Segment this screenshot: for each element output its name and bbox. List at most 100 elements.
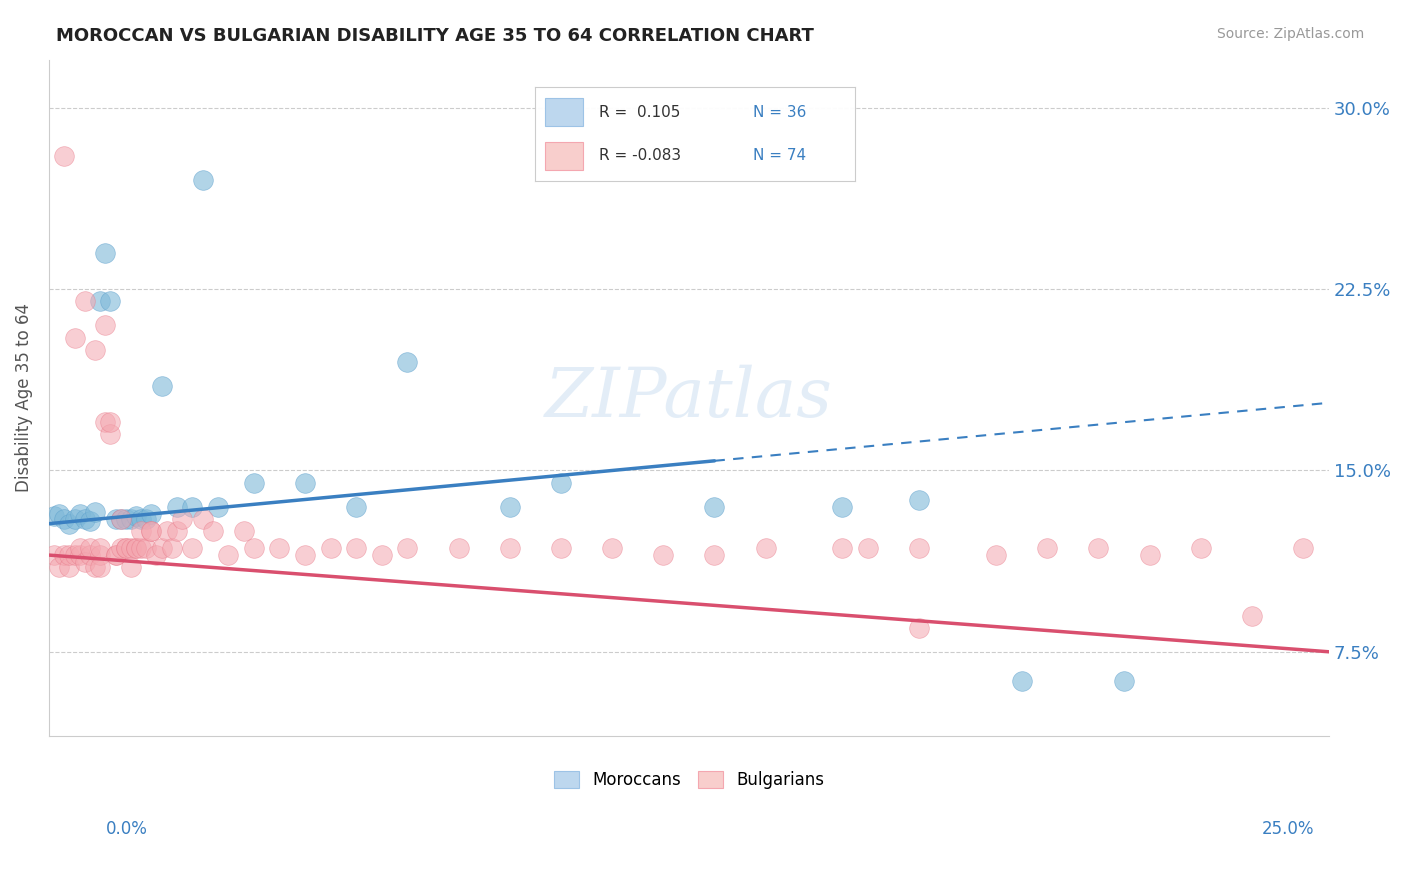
Point: [104, 548, 127, 562]
Point: [94, 415, 117, 429]
Point: [156, 524, 179, 538]
Point: [242, 475, 264, 490]
Point: [135, 541, 157, 555]
Text: Source: ZipAtlas.com: Source: ZipAtlas.com: [1216, 27, 1364, 41]
Point: [135, 512, 157, 526]
Point: [831, 541, 853, 555]
Point: [191, 173, 214, 187]
Point: [550, 475, 572, 490]
Point: [1112, 673, 1135, 688]
Point: [104, 512, 127, 526]
Point: [319, 541, 342, 555]
Point: [160, 541, 183, 555]
Point: [150, 541, 173, 555]
Point: [755, 541, 778, 555]
Point: [217, 548, 239, 562]
Point: [984, 548, 1007, 562]
Point: [48, 507, 70, 521]
Point: [447, 541, 470, 555]
Point: [499, 541, 522, 555]
Point: [242, 541, 264, 555]
Point: [396, 541, 419, 555]
Point: [104, 548, 127, 562]
Point: [141, 507, 163, 521]
Point: [42, 548, 65, 562]
Point: [1087, 541, 1109, 555]
Point: [201, 524, 224, 538]
Point: [58, 560, 80, 574]
Point: [73, 555, 96, 569]
Point: [89, 294, 111, 309]
Point: [53, 149, 76, 163]
Point: [89, 548, 111, 562]
Point: [73, 294, 96, 309]
Point: [125, 541, 148, 555]
Point: [1036, 541, 1059, 555]
Point: [141, 524, 163, 538]
Legend: Moroccans, Bulgarians: Moroccans, Bulgarians: [547, 764, 831, 796]
Point: [550, 541, 572, 555]
Point: [84, 505, 107, 519]
Point: [100, 294, 122, 309]
Point: [114, 541, 136, 555]
Point: [141, 524, 163, 538]
Point: [1240, 608, 1263, 623]
Point: [294, 475, 316, 490]
Point: [856, 541, 879, 555]
Point: [94, 318, 117, 333]
Point: [166, 524, 188, 538]
Point: [69, 507, 91, 521]
Point: [84, 343, 107, 357]
Point: [129, 541, 152, 555]
Point: [145, 548, 167, 562]
Point: [232, 524, 254, 538]
Point: [63, 330, 86, 344]
Point: [703, 548, 725, 562]
Point: [181, 500, 204, 514]
Point: [129, 512, 152, 526]
Text: ZIPatlas: ZIPatlas: [546, 365, 832, 432]
Point: [100, 427, 122, 442]
Point: [181, 541, 204, 555]
Point: [120, 512, 142, 526]
Point: [110, 512, 132, 526]
Point: [63, 512, 86, 526]
Point: [908, 492, 931, 507]
Point: [344, 541, 367, 555]
Point: [129, 524, 152, 538]
Point: [53, 548, 76, 562]
Text: MOROCCAN VS BULGARIAN DISABILITY AGE 35 TO 64 CORRELATION CHART: MOROCCAN VS BULGARIAN DISABILITY AGE 35 …: [56, 27, 814, 45]
Text: 0.0%: 0.0%: [105, 820, 148, 838]
Point: [79, 548, 101, 562]
Point: [191, 512, 214, 526]
Point: [125, 509, 148, 524]
Y-axis label: Disability Age 35 to 64: Disability Age 35 to 64: [15, 303, 32, 492]
Point: [84, 560, 107, 574]
Point: [120, 541, 142, 555]
Point: [150, 379, 173, 393]
Point: [69, 548, 91, 562]
Point: [344, 500, 367, 514]
Point: [63, 548, 86, 562]
Point: [499, 500, 522, 514]
Point: [89, 560, 111, 574]
Point: [100, 415, 122, 429]
Point: [294, 548, 316, 562]
Point: [114, 512, 136, 526]
Point: [58, 548, 80, 562]
Point: [166, 500, 188, 514]
Point: [69, 541, 91, 555]
Point: [908, 621, 931, 635]
Point: [110, 512, 132, 526]
Point: [170, 512, 193, 526]
Point: [73, 512, 96, 526]
Point: [114, 541, 136, 555]
Point: [94, 246, 117, 260]
Point: [110, 541, 132, 555]
Point: [89, 541, 111, 555]
Point: [42, 509, 65, 524]
Point: [908, 541, 931, 555]
Point: [120, 560, 142, 574]
Point: [652, 548, 675, 562]
Point: [1139, 548, 1161, 562]
